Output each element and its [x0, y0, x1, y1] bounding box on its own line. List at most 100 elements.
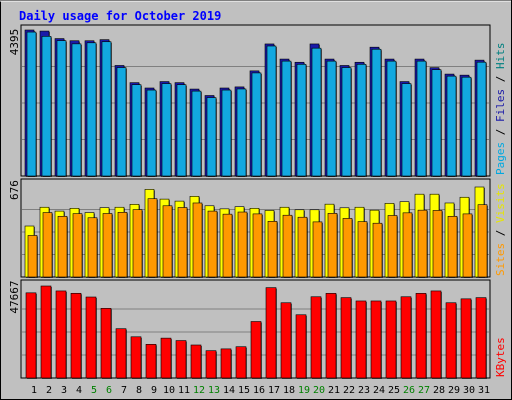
- bar-kbytes-day-29: [445, 302, 457, 379]
- bar-sites-day-1: [27, 235, 38, 278]
- x-tick-label-day-30: 30: [463, 385, 475, 396]
- legend-separator-2: /: [494, 69, 507, 89]
- bar-sites-day-12: [192, 202, 203, 278]
- bar-kbytes-day-14: [220, 348, 232, 379]
- bar-kbytes-day-26: [400, 296, 412, 379]
- x-tick-label-day-25: 25: [388, 385, 400, 396]
- bar-kbytes-day-30: [460, 298, 472, 379]
- bar-sites-day-3: [57, 215, 68, 278]
- legend-separator-1: /: [494, 122, 507, 142]
- bar-kbytes-day-20: [310, 296, 322, 379]
- bar-kbytes-day-2: [40, 285, 52, 379]
- bar-kbytes-day-6: [100, 308, 112, 379]
- bar-series: [24, 29, 488, 379]
- bar-kbytes-day-18: [280, 302, 292, 379]
- bar-sites-day-27: [417, 209, 428, 278]
- bar-files-day-26: [401, 83, 412, 177]
- bar-sites-day-15: [237, 211, 248, 278]
- bar-sites-day-6: [102, 213, 113, 278]
- bar-kbytes-day-22: [340, 297, 352, 379]
- x-tick-label-day-15: 15: [238, 385, 250, 396]
- bar-sites-day-5: [87, 217, 98, 278]
- x-tick-label-day-3: 3: [61, 385, 67, 396]
- bar-sites-day-16: [252, 213, 263, 278]
- bar-sites-day-29: [447, 215, 458, 278]
- bar-kbytes-day-21: [325, 293, 337, 379]
- x-tick-label-day-14: 14: [223, 385, 235, 396]
- x-tick-label-day-19: 19: [298, 385, 310, 396]
- bar-kbytes-day-25: [385, 300, 397, 379]
- x-tick-label-day-12: 12: [193, 385, 205, 396]
- x-tick-label-day-9: 9: [151, 385, 157, 396]
- svg-text:Sites / Visits: Sites / Visits: [494, 183, 507, 276]
- x-tick-label-day-28: 28: [433, 385, 445, 396]
- bar-sites-day-9: [147, 198, 158, 278]
- legend-hits-files-pages: Pages / Files / Hits: [494, 43, 507, 176]
- x-tick-label-day-18: 18: [283, 385, 295, 396]
- legend-sites: Sites: [494, 243, 507, 276]
- x-tick-label-day-13: 13: [208, 385, 220, 396]
- x-tick-label-day-20: 20: [313, 385, 325, 396]
- bar-kbytes-day-19: [295, 314, 307, 379]
- y-max-label-hits: 4395: [8, 29, 21, 56]
- bar-files-day-15: [236, 88, 247, 177]
- bar-kbytes-day-8: [130, 336, 142, 379]
- legend-files: Files: [494, 89, 507, 122]
- x-tick-label-day-11: 11: [178, 385, 190, 396]
- x-tick-label-day-23: 23: [358, 385, 370, 396]
- bar-kbytes-day-11: [175, 340, 187, 379]
- bar-files-day-5: [86, 42, 97, 177]
- bar-files-day-24: [371, 48, 382, 177]
- x-tick-label-day-24: 24: [373, 385, 385, 396]
- bar-kbytes-day-3: [55, 290, 67, 379]
- bar-kbytes-day-16: [250, 321, 262, 379]
- bar-kbytes-day-13: [205, 350, 217, 379]
- legend-kbytes: KBytes: [494, 337, 507, 377]
- bar-files-day-30: [461, 76, 472, 177]
- x-tick-label-day-7: 7: [121, 385, 127, 396]
- y-max-label-kbytes: 47667: [8, 280, 21, 313]
- x-tick-label-day-22: 22: [343, 385, 355, 396]
- bar-kbytes-day-24: [370, 300, 382, 379]
- bar-files-day-16: [251, 72, 262, 177]
- bar-sites-day-21: [327, 213, 338, 278]
- bar-sites-day-24: [372, 222, 383, 278]
- bar-sites-day-30: [462, 213, 473, 278]
- bar-sites-day-22: [342, 218, 353, 278]
- bar-sites-day-11: [177, 207, 188, 278]
- bar-files-day-20: [311, 47, 322, 177]
- bar-sites-day-2: [42, 212, 53, 278]
- x-tick-label-day-8: 8: [136, 385, 142, 396]
- bar-files-day-2: [41, 36, 52, 177]
- bar-files-day-13: [206, 97, 217, 177]
- x-tick-label-day-29: 29: [448, 385, 460, 396]
- y-max-label-visits: 676: [8, 180, 21, 200]
- legend-pages: Pages: [494, 142, 507, 175]
- bar-kbytes-day-31: [475, 297, 487, 379]
- bar-sites-day-10: [162, 205, 173, 278]
- bar-files-day-19: [296, 64, 307, 177]
- legend-hits: Hits: [494, 43, 507, 70]
- bar-sites-day-4: [72, 213, 83, 278]
- x-axis-day-labels: 1 2 3 4 5 6 7 8 9 10 11 12 13 14 15 16 17 18 19 20 21 22 23 24 2…: [31, 385, 490, 396]
- bar-files-day-23: [356, 64, 367, 177]
- x-tick-label-day-5: 5: [91, 385, 97, 396]
- bar-sites-day-19: [297, 216, 308, 278]
- x-tick-label-day-6: 6: [106, 385, 112, 396]
- bar-sites-day-7: [117, 211, 128, 278]
- legend-visits: Visits: [494, 183, 507, 223]
- bar-sites-day-13: [207, 210, 218, 278]
- bar-sites-day-8: [132, 209, 143, 278]
- bar-files-day-3: [56, 40, 67, 177]
- bar-files-day-11: [176, 84, 187, 177]
- bar-kbytes-day-12: [190, 344, 202, 379]
- bar-files-day-29: [446, 75, 457, 177]
- bar-sites-day-25: [387, 215, 398, 278]
- x-tick-label-day-21: 21: [328, 385, 340, 396]
- bar-kbytes-day-4: [70, 292, 82, 379]
- bar-files-day-18: [281, 60, 292, 177]
- x-tick-label-day-26: 26: [403, 385, 415, 396]
- bar-sites-day-31: [477, 204, 488, 278]
